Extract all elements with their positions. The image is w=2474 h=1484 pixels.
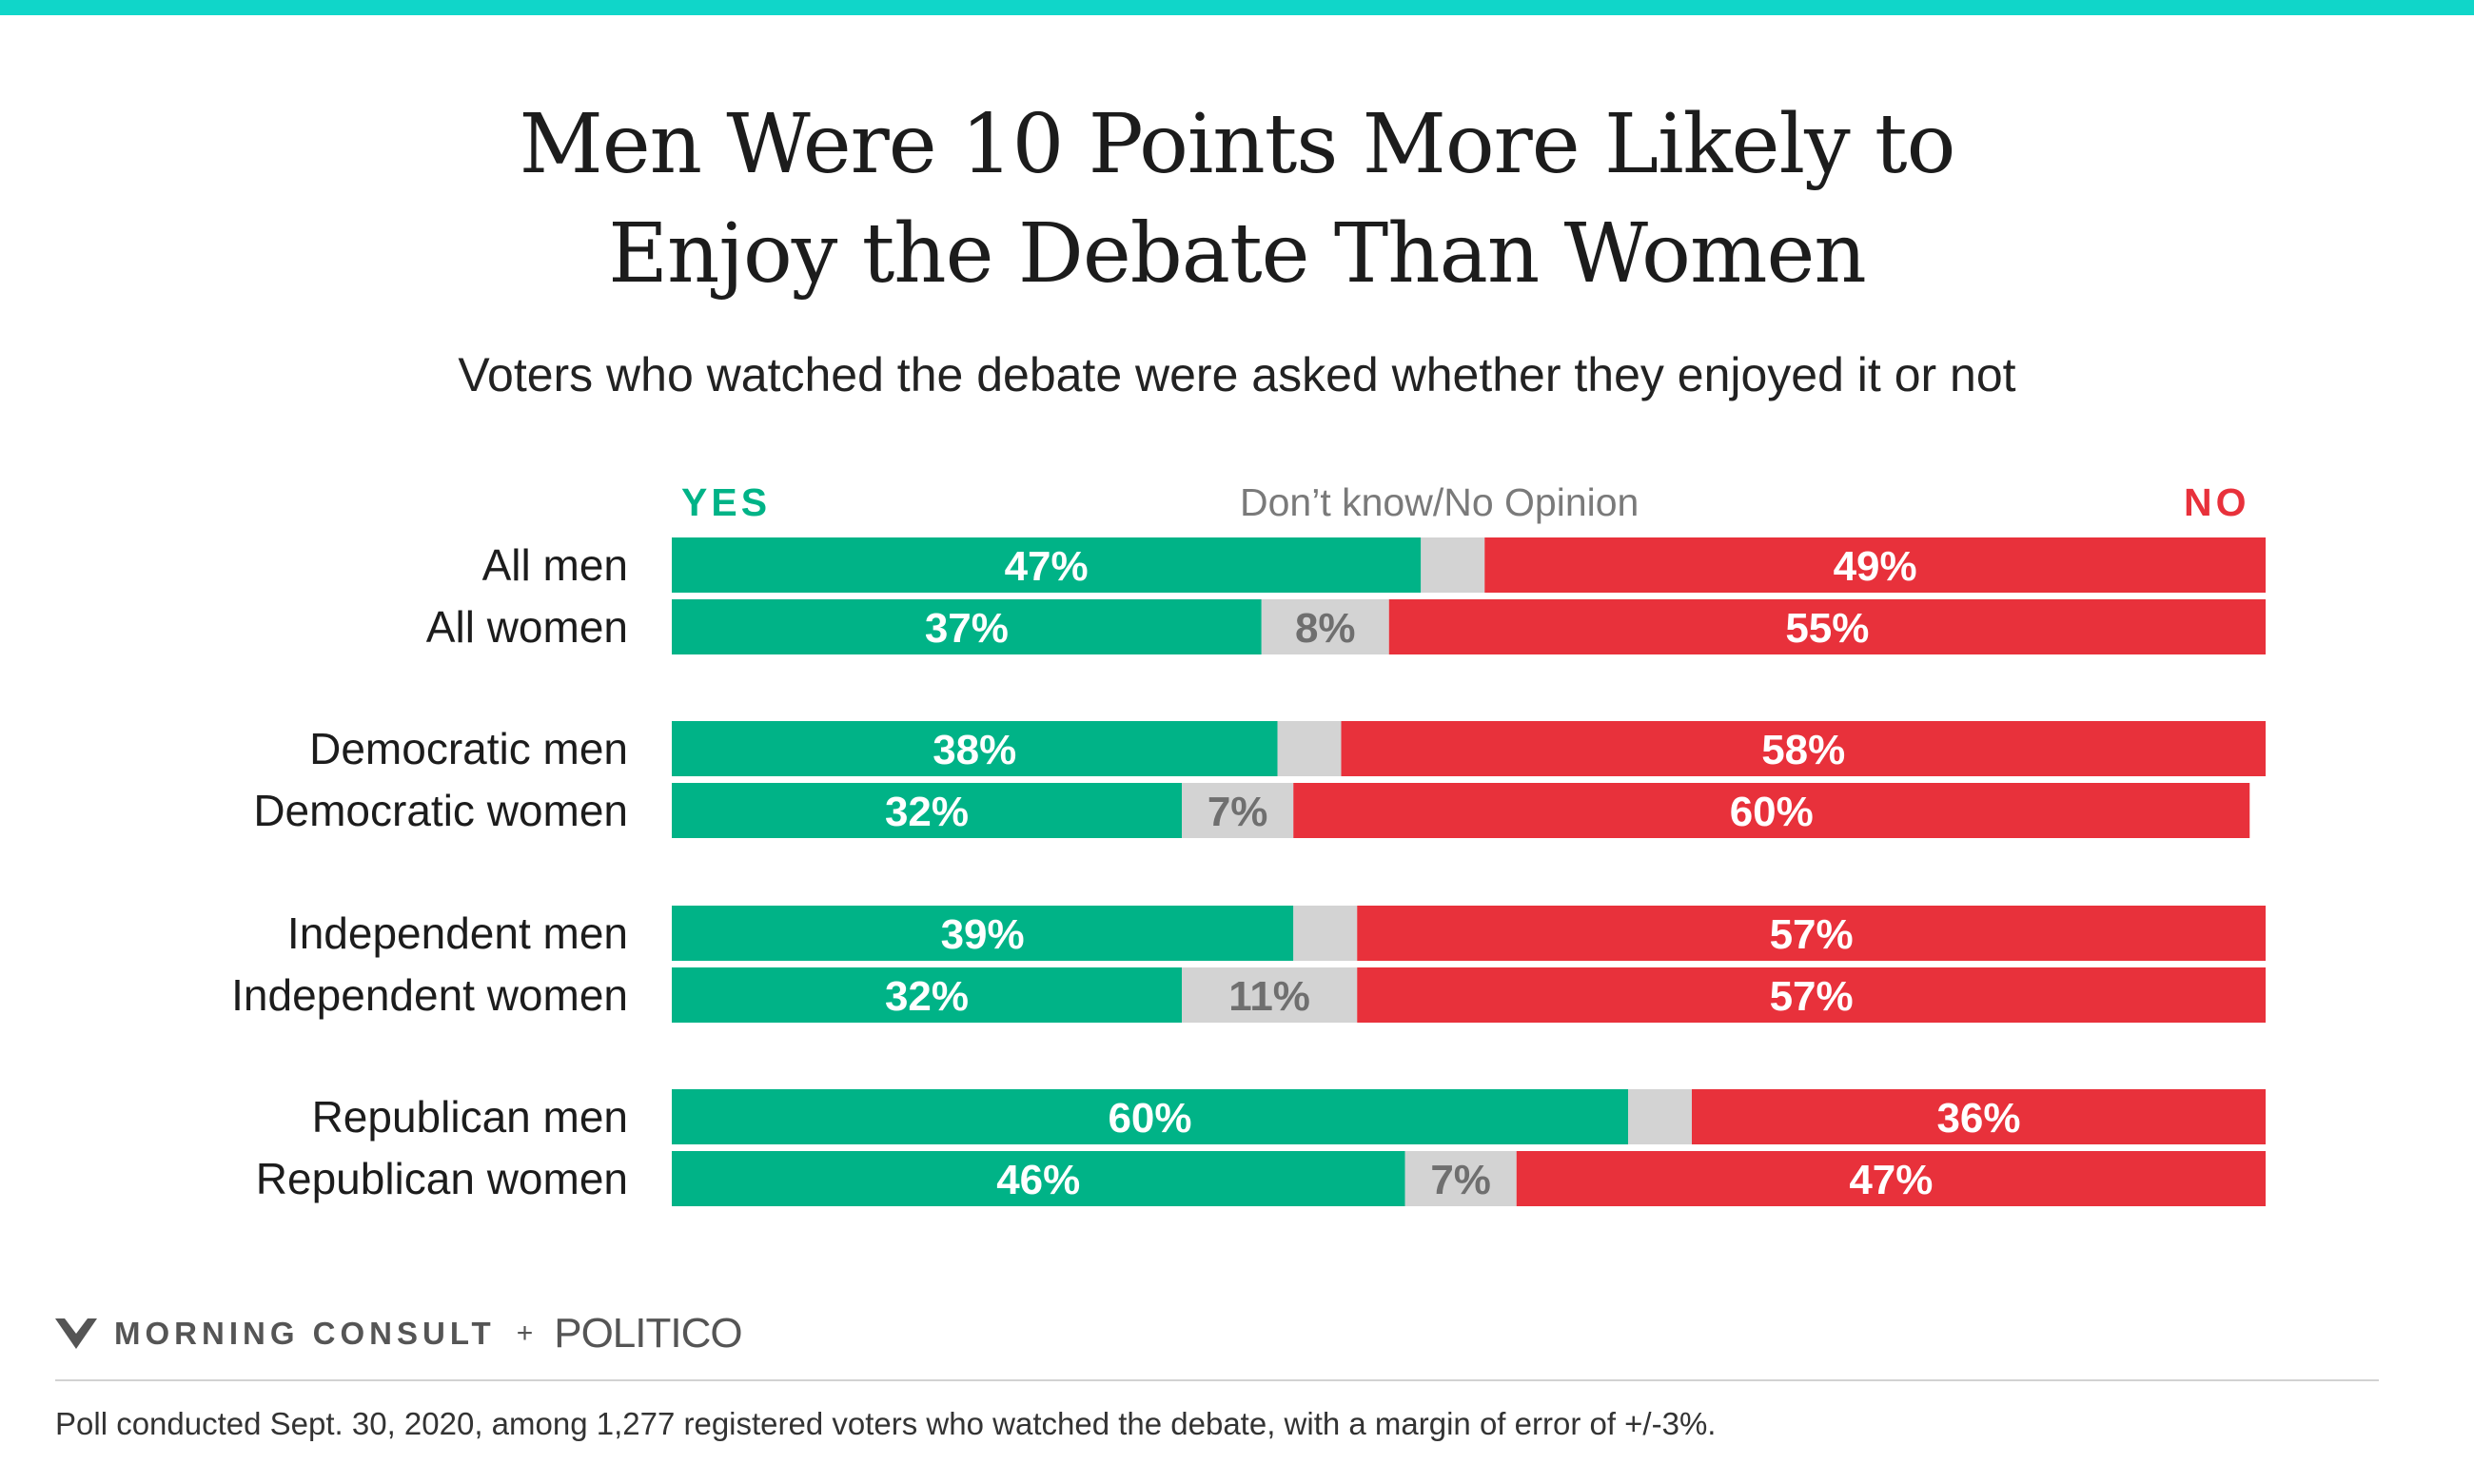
value-label-yes-independent-men: 39% (941, 911, 1025, 958)
bar-segment-no-all-men (1484, 537, 2266, 593)
morning-consult-m-icon (55, 1318, 97, 1349)
value-label-no-democratic-women: 60% (1730, 789, 1814, 835)
bar-segment-yes-democratic-women (672, 783, 1182, 838)
bar-segment-dk-all-women (1261, 599, 1389, 654)
row-label-republican-women: Republican women (256, 1154, 628, 1203)
bar-segment-no-democratic-women (1293, 783, 2250, 838)
value-label-yes-independent-women: 32% (885, 973, 969, 1020)
bar-segment-dk-independent-women (1182, 967, 1358, 1023)
bar-segment-no-republican-women (1516, 1151, 2266, 1206)
value-label-yes-democratic-women: 32% (885, 789, 969, 835)
bar-segment-no-independent-women (1357, 967, 2266, 1023)
bar-segment-yes-democratic-men (672, 721, 1278, 776)
value-label-no-democratic-men: 58% (1761, 727, 1845, 773)
legend-yes-label: YES (681, 480, 772, 524)
row-label-independent-men: Independent men (287, 908, 628, 958)
chart-subtitle: Voters who watched the debate were asked… (458, 348, 2016, 401)
footer-divider (55, 1379, 2379, 1381)
value-label-yes-all-women: 37% (925, 605, 1009, 652)
bar-segment-dk-all-men (1421, 537, 1485, 593)
row-label-republican-men: Republican men (312, 1092, 628, 1142)
row-label-democratic-women: Democratic women (253, 786, 628, 835)
morning-consult-wordmark: MORNING CONSULT (114, 1316, 496, 1351)
chart-title-line-2: Enjoy the Debate Than Women (608, 206, 1867, 302)
footnote: Poll conducted Sept. 30, 2020, among 1,2… (55, 1406, 1717, 1441)
bar-segment-no-republican-men (1692, 1089, 2266, 1144)
stacked-bar-chart: All men 47% 49% All women 37% 8% 55% Democratic… (231, 537, 2266, 1206)
legend-dont-know-label: Don’t know/No Opinion (1240, 480, 1640, 524)
bar-segment-no-democratic-men (1341, 721, 2266, 776)
bar-segment-no-all-women (1388, 599, 2266, 654)
bar-segment-yes-independent-women (672, 967, 1182, 1023)
value-label-no-republican-men: 36% (1936, 1095, 2020, 1142)
value-label-dk-all-women: 8% (1295, 605, 1356, 652)
bar-segment-dk-independent-men (1293, 906, 1358, 961)
value-label-no-all-women: 55% (1785, 605, 1869, 652)
value-label-yes-democratic-men: 38% (933, 727, 1016, 773)
politico-wordmark: POLITICO (554, 1310, 742, 1357)
value-label-yes-republican-men: 60% (1108, 1095, 1191, 1142)
bar-segment-dk-republican-men (1628, 1089, 1692, 1144)
bar-segment-yes-republican-men (672, 1089, 1628, 1144)
bar-segment-dk-democratic-women (1182, 783, 1294, 838)
value-label-dk-republican-women: 7% (1430, 1157, 1491, 1203)
row-label-independent-women: Independent women (231, 970, 628, 1020)
bar-segment-no-independent-men (1357, 906, 2266, 961)
brand-logos: MORNING CONSULT + POLITICO (55, 1305, 743, 1362)
bar-segment-yes-independent-men (672, 906, 1294, 961)
row-label-democratic-men: Democratic men (309, 724, 628, 773)
value-label-no-republican-women: 47% (1849, 1157, 1933, 1203)
legend-no-label: NO (2184, 480, 2250, 524)
bar-segment-dk-democratic-men (1277, 721, 1342, 776)
bar-segment-yes-all-women (672, 599, 1262, 654)
value-label-yes-republican-women: 46% (996, 1157, 1080, 1203)
value-label-no-all-men: 49% (1834, 543, 1917, 590)
value-label-yes-all-men: 47% (1005, 543, 1089, 590)
chart-title-line-1: Men Were 10 Points More Likely to (519, 97, 1956, 192)
bar-segment-yes-all-men (672, 537, 1422, 593)
value-label-dk-independent-women: 11% (1228, 973, 1310, 1020)
bar-segment-yes-republican-women (672, 1151, 1405, 1206)
value-label-dk-democratic-women: 7% (1208, 789, 1268, 835)
row-label-all-women: All women (426, 602, 628, 652)
bar-segment-dk-republican-women (1404, 1151, 1517, 1206)
top-accent-bar (0, 0, 2474, 15)
value-label-no-independent-men: 57% (1770, 911, 1854, 958)
logo-plus-sign: + (516, 1318, 534, 1349)
value-label-no-independent-women: 57% (1770, 973, 1854, 1020)
row-label-all-men: All men (482, 540, 628, 590)
